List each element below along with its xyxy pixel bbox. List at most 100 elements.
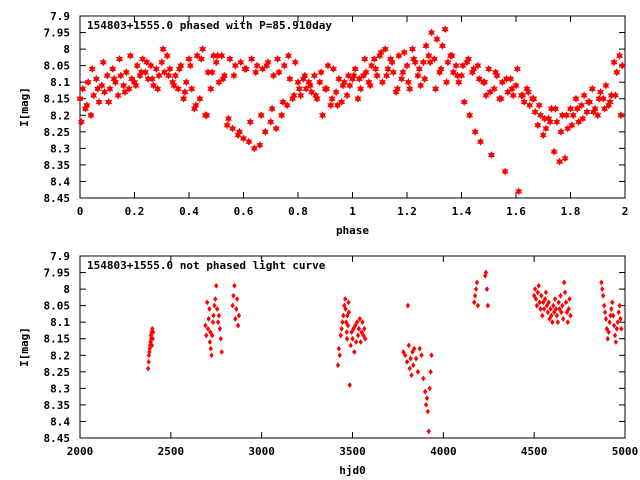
- data-point: [537, 299, 542, 306]
- data-point: [464, 54, 472, 64]
- y-tick-label: 8.35: [44, 159, 71, 172]
- y-tick-label: 7.9: [50, 250, 70, 263]
- data-point: [466, 111, 474, 120]
- data-point: [483, 269, 489, 276]
- data-point: [351, 325, 356, 332]
- x-tick-label: 0.2: [125, 205, 145, 218]
- data-point: [295, 84, 303, 93]
- data-point: [405, 302, 411, 309]
- y-axis-label: I[mag]: [18, 327, 31, 367]
- data-point: [484, 286, 490, 292]
- data-point: [241, 64, 249, 73]
- data-point: [215, 319, 221, 326]
- data-point: [308, 88, 316, 97]
- data-point: [618, 61, 626, 70]
- x-tick-label: 4000: [430, 445, 457, 458]
- data-point: [128, 74, 136, 83]
- data-point: [590, 107, 598, 117]
- data-point: [351, 64, 359, 73]
- data-point: [343, 306, 348, 312]
- data-point: [149, 342, 155, 349]
- data-point: [474, 61, 482, 70]
- data-point: [601, 292, 606, 299]
- data-point: [560, 302, 565, 309]
- data-point: [256, 141, 264, 150]
- x-tick-label: 0.4: [179, 205, 199, 218]
- data-point: [114, 91, 122, 100]
- data-point: [204, 299, 210, 306]
- data-point: [206, 315, 211, 322]
- data-point: [535, 101, 543, 110]
- data-point: [158, 58, 166, 67]
- data-point: [98, 81, 106, 90]
- data-point: [606, 97, 614, 107]
- data-point: [619, 325, 624, 332]
- data-point: [368, 61, 376, 70]
- data-point: [401, 349, 406, 355]
- data-point: [428, 28, 436, 37]
- data-point: [229, 124, 237, 133]
- data-point: [415, 368, 421, 375]
- data-point: [246, 117, 254, 126]
- data-point: [541, 306, 547, 312]
- data-point: [612, 332, 618, 339]
- data-point: [411, 362, 416, 369]
- data-point: [601, 104, 609, 113]
- y-axis-ticks: 7.9 7.95 8 8.05 8.1 8.15 8.2 8.25 8.3 8.35 8.4 8.45: [44, 250, 625, 445]
- data-point: [216, 312, 222, 319]
- data-point: [472, 292, 478, 299]
- data-point: [558, 292, 563, 299]
- data-point: [599, 279, 604, 286]
- data-point: [485, 64, 493, 73]
- data-point: [327, 101, 335, 110]
- data-point: [214, 51, 222, 60]
- data-point: [550, 147, 558, 156]
- data-point: [236, 312, 242, 319]
- data-point: [417, 81, 425, 90]
- y-tick-label: 8.4: [50, 415, 70, 428]
- data-point: [280, 61, 288, 70]
- data-point: [87, 111, 95, 120]
- data-point: [306, 81, 314, 90]
- y-tick-label: 7.95: [44, 27, 71, 40]
- data-point: [226, 54, 234, 64]
- data-point: [428, 368, 433, 375]
- data-point: [550, 319, 555, 326]
- y-tick-label: 8: [63, 283, 70, 296]
- data-point: [545, 309, 550, 316]
- data-point: [384, 64, 392, 73]
- data-points: [76, 25, 626, 196]
- x-tick-label: 1.4: [452, 205, 472, 218]
- data-point: [611, 322, 617, 329]
- data-point: [352, 349, 357, 355]
- data-point: [524, 88, 532, 97]
- data-point: [539, 131, 547, 140]
- data-point: [357, 315, 362, 322]
- data-point: [533, 296, 539, 302]
- data-point: [207, 339, 213, 345]
- data-point: [230, 71, 238, 80]
- data-point: [419, 352, 424, 359]
- data-point: [150, 329, 156, 336]
- data-point: [209, 352, 214, 359]
- data-point: [92, 74, 100, 83]
- data-point: [460, 97, 468, 107]
- data-point: [353, 322, 358, 329]
- y-tick-label: 8.45: [44, 432, 71, 445]
- data-point: [544, 302, 550, 309]
- data-point: [115, 54, 124, 64]
- data-point: [166, 64, 174, 73]
- data-point: [356, 325, 362, 332]
- data-point: [481, 78, 489, 87]
- data-point: [361, 332, 366, 339]
- data-point: [609, 306, 614, 312]
- data-point: [344, 329, 349, 336]
- data-point: [561, 315, 566, 322]
- x-tick-label: 1.2: [397, 205, 417, 218]
- data-point: [353, 339, 359, 345]
- data-point: [205, 325, 211, 332]
- data-point: [398, 74, 406, 83]
- raw-light-curve-plot: 7.9 7.95 8 8.05 8.1 8.15 8.2 8.25 8.3 8.35 8.4 8.45…: [18, 250, 638, 477]
- data-point: [350, 71, 358, 80]
- data-point: [423, 402, 429, 408]
